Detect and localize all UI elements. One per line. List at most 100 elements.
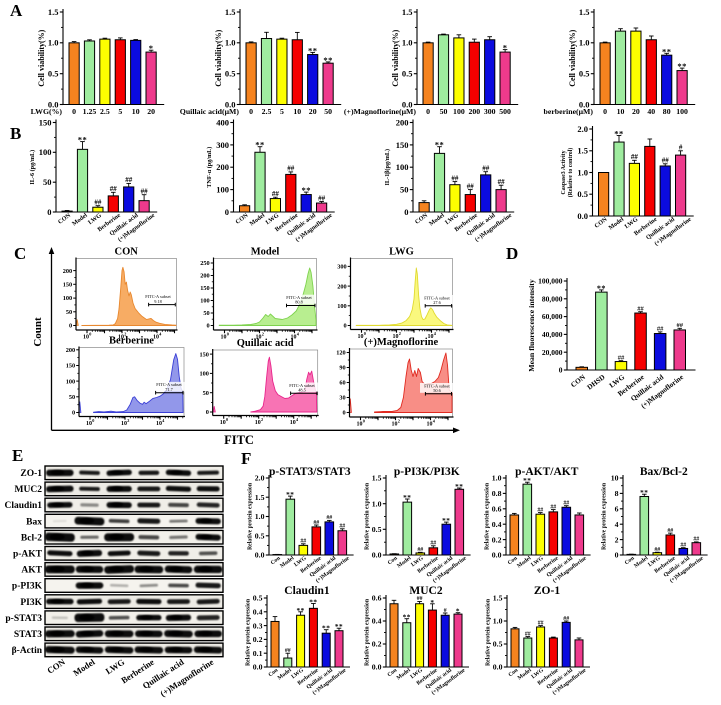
svg-text:0.2: 0.2 bbox=[372, 640, 382, 649]
svg-text:##: ## bbox=[339, 524, 345, 530]
svg-text:##: ## bbox=[537, 507, 543, 513]
svg-text:2: 2 bbox=[262, 332, 264, 337]
svg-text:##: ## bbox=[125, 176, 133, 184]
svg-text:0.2: 0.2 bbox=[253, 635, 263, 644]
svg-text:2: 2 bbox=[398, 419, 400, 424]
svg-text:40: 40 bbox=[647, 107, 655, 116]
svg-text:##: ## bbox=[430, 541, 436, 547]
svg-text:10: 10 bbox=[121, 421, 127, 427]
svg-text:##: ## bbox=[313, 520, 319, 526]
svg-text:100: 100 bbox=[66, 378, 75, 385]
svg-text:##: ## bbox=[618, 355, 625, 362]
svg-text:p-PI3K: p-PI3K bbox=[12, 582, 43, 592]
svg-text:Bax: Bax bbox=[26, 517, 42, 527]
svg-text:##: ## bbox=[417, 596, 423, 602]
svg-text:p-AKT: p-AKT bbox=[13, 550, 43, 560]
svg-text:100: 100 bbox=[200, 298, 209, 305]
svg-text:F: F bbox=[241, 449, 251, 468]
svg-text:10: 10 bbox=[132, 107, 140, 116]
svg-text:Cell viability(%): Cell viability(%) bbox=[568, 29, 577, 86]
svg-text:**: ** bbox=[597, 284, 606, 293]
svg-text:0: 0 bbox=[226, 417, 228, 422]
svg-text:LWG: LWG bbox=[389, 247, 414, 258]
svg-text:0: 0 bbox=[92, 418, 94, 423]
svg-text:120: 120 bbox=[336, 350, 345, 357]
svg-text:E: E bbox=[12, 446, 23, 465]
svg-text:Quillaic acid: Quillaic acid bbox=[237, 338, 294, 349]
svg-text:50: 50 bbox=[69, 394, 75, 401]
svg-text:10: 10 bbox=[427, 421, 433, 427]
svg-text:0: 0 bbox=[225, 207, 229, 217]
svg-text:100: 100 bbox=[216, 185, 229, 195]
svg-text:1.0: 1.0 bbox=[493, 617, 503, 626]
svg-text:TNF-α (pg/mL): TNF-α (pg/mL) bbox=[206, 147, 213, 188]
svg-text:0.4: 0.4 bbox=[253, 608, 263, 617]
svg-text:0: 0 bbox=[207, 323, 210, 330]
svg-text:250: 250 bbox=[200, 260, 209, 267]
svg-text:##: ## bbox=[482, 165, 490, 173]
svg-text:48.5: 48.5 bbox=[298, 388, 306, 393]
svg-text:CON: CON bbox=[115, 247, 139, 258]
svg-text:0: 0 bbox=[404, 207, 408, 217]
svg-text:A: A bbox=[10, 1, 23, 20]
svg-text:**: ** bbox=[403, 613, 411, 622]
svg-text:0.5: 0.5 bbox=[577, 189, 588, 199]
svg-text:0.0: 0.0 bbox=[255, 551, 265, 560]
svg-text:Bcl-2: Bcl-2 bbox=[21, 533, 42, 543]
svg-text:(+)Magnoflorine: (+)Magnoflorine bbox=[364, 337, 439, 348]
svg-text:150: 150 bbox=[396, 140, 409, 150]
svg-text:200: 200 bbox=[63, 268, 72, 275]
svg-text:10: 10 bbox=[255, 420, 261, 426]
svg-text:Berberine: Berberine bbox=[109, 336, 154, 347]
svg-text:Bax/Bcl-2: Bax/Bcl-2 bbox=[640, 466, 688, 478]
svg-text:##: ## bbox=[498, 178, 506, 186]
svg-text:**: ** bbox=[662, 46, 672, 56]
svg-text:300: 300 bbox=[216, 140, 229, 150]
svg-text:4: 4 bbox=[615, 520, 619, 529]
svg-text:200: 200 bbox=[200, 273, 209, 280]
svg-text:150: 150 bbox=[199, 351, 208, 358]
svg-text:**: ** bbox=[335, 622, 343, 631]
svg-text:1.0: 1.0 bbox=[225, 38, 236, 48]
svg-text:berberine(μM): berberine(μM) bbox=[544, 107, 594, 116]
svg-text:400: 400 bbox=[216, 117, 229, 127]
svg-text:20,000: 20,000 bbox=[542, 348, 563, 357]
svg-text:0.0: 0.0 bbox=[492, 551, 502, 560]
svg-text:0.8: 0.8 bbox=[492, 489, 502, 498]
svg-text:##: ## bbox=[141, 188, 149, 196]
svg-text:0.5: 0.5 bbox=[48, 69, 59, 79]
svg-text:**: ** bbox=[78, 135, 88, 145]
svg-text:Relative protein expression: Relative protein expression bbox=[485, 482, 491, 550]
svg-text:1.0: 1.0 bbox=[579, 38, 590, 48]
svg-text:1.5: 1.5 bbox=[402, 7, 413, 17]
svg-text:50: 50 bbox=[43, 177, 52, 187]
svg-text:**: ** bbox=[455, 482, 463, 491]
svg-text:##: ## bbox=[563, 501, 569, 507]
svg-text:MUC2: MUC2 bbox=[409, 585, 442, 597]
svg-text:40,000: 40,000 bbox=[542, 330, 563, 339]
svg-text:2: 2 bbox=[127, 418, 129, 423]
svg-text:0.1: 0.1 bbox=[253, 649, 263, 658]
svg-text:10: 10 bbox=[156, 421, 162, 427]
svg-text:Relative protein expression: Relative protein expression bbox=[486, 598, 492, 666]
svg-text:0: 0 bbox=[47, 207, 51, 217]
svg-text:0.5: 0.5 bbox=[253, 594, 263, 603]
svg-text:1.25: 1.25 bbox=[83, 107, 97, 116]
svg-text:##: ## bbox=[94, 199, 102, 207]
svg-text:##: ## bbox=[272, 190, 280, 198]
svg-text:##: ## bbox=[451, 174, 459, 182]
svg-text:Cell viability(%): Cell viability(%) bbox=[37, 29, 46, 86]
svg-text:**: ** bbox=[403, 493, 411, 502]
svg-text:Mean fluorescence intensity: Mean fluorescence intensity bbox=[527, 279, 536, 372]
svg-text:2: 2 bbox=[615, 535, 619, 544]
svg-text:**: ** bbox=[677, 61, 687, 71]
svg-text:0: 0 bbox=[344, 323, 347, 330]
svg-text:0.0: 0.0 bbox=[493, 663, 503, 672]
svg-text:6: 6 bbox=[615, 505, 619, 514]
svg-text:20: 20 bbox=[632, 107, 640, 116]
svg-text:##: ## bbox=[662, 157, 670, 165]
svg-text:0: 0 bbox=[89, 332, 91, 337]
svg-text:50: 50 bbox=[203, 390, 209, 397]
svg-text:p-PI3K/PI3K: p-PI3K/PI3K bbox=[394, 466, 460, 478]
svg-text:**: ** bbox=[286, 490, 294, 499]
